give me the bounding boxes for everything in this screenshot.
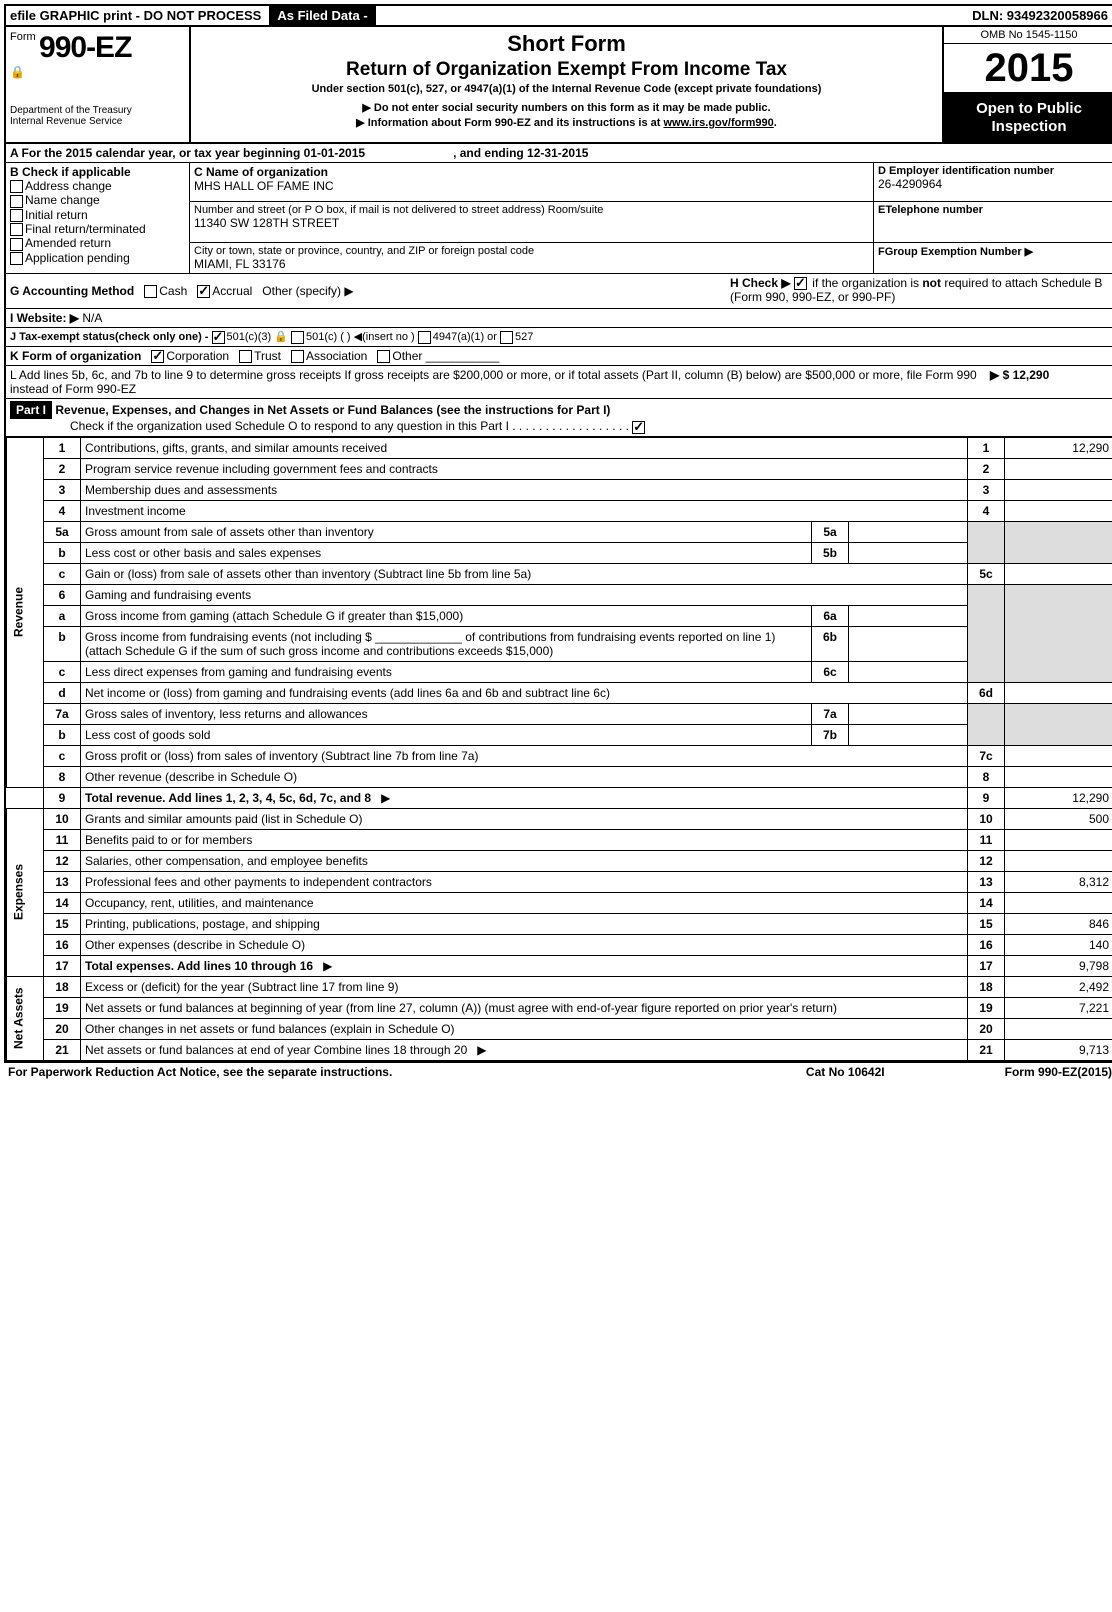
line-l: L Add lines 5b, 6c, and 7b to line 9 to … [6,366,1112,399]
d-label: D Employer identification number [878,165,1110,177]
line-j: J Tax-exempt status(check only one) - 50… [6,328,1112,347]
cb-corp[interactable] [151,350,164,363]
g-label: G Accounting Method [10,284,134,298]
topbar-right: DLN: 93492320058966 [966,6,1112,25]
section-c: C Name of organization MHS HALL OF FAME … [190,163,873,273]
footer-mid: Cat No 10642I [806,1065,885,1079]
part1-check: Check if the organization used Schedule … [70,419,647,433]
form-container: efile GRAPHIC print - DO NOT PROCESS As … [4,4,1112,1063]
netassets-label: Net Assets [7,976,44,1060]
part1-badge: Part I [10,401,52,419]
cb-initial-return[interactable] [10,209,23,222]
cb-assoc[interactable] [291,350,304,363]
cb-name-change[interactable] [10,195,23,208]
warn1: ▶ Do not enter social security numbers o… [199,101,934,114]
expenses-label: Expenses [7,808,44,976]
main-title: Return of Organization Exempt From Incom… [199,59,934,81]
cb-other[interactable] [377,350,390,363]
line-gh: G Accounting Method Cash Accrual Other (… [6,274,1112,309]
dept-irs: Internal Revenue Service [10,116,185,127]
h-label: H Check ▶ [730,276,791,290]
open-public: Open to Public Inspection [944,94,1112,142]
c-street-label: Number and street (or P O box, if mail i… [194,204,869,216]
short-form-label: Short Form [199,31,934,57]
c-city: MIAMI, FL 33176 [194,257,869,271]
subtitle: Under section 501(c), 527, or 4947(a)(1)… [199,83,934,95]
footer-right: Form 990-EZ(2015) [1005,1065,1112,1079]
form-prefix: Form [10,31,36,43]
main-table: Revenue 1Contributions, gifts, grants, a… [6,437,1112,1061]
cb-cash[interactable] [144,285,157,298]
footer-left: For Paperwork Reduction Act Notice, see … [8,1065,392,1079]
cb-501c[interactable] [291,331,304,344]
header: Form 990-EZ 🔒 Department of the Treasury… [6,27,1112,144]
c-label: C Name of organization [194,165,869,179]
cb-part1-scho[interactable] [632,421,645,434]
c-street: 11340 SW 128TH STREET [194,216,869,230]
section-b: B Check if applicable Address change Nam… [6,163,190,273]
header-form-col: Form 990-EZ 🔒 Department of the Treasury… [6,27,191,142]
line-a-text: A For the 2015 calendar year, or tax yea… [6,144,369,162]
b-label: B Check if applicable [10,165,185,179]
cb-h[interactable] [794,277,807,290]
line-a: A For the 2015 calendar year, or tax yea… [6,144,1112,163]
topbar-mid: As Filed Data - [269,6,375,25]
line-a-ending: , and ending 12-31-2015 [449,144,592,162]
dept-treasury: Department of the Treasury [10,105,185,116]
lock-icon: 🔒 [10,65,185,79]
header-year-col: OMB No 1545-1150 2015 Open to Public Ins… [942,27,1112,142]
section-def: D Employer identification number 26-4290… [873,163,1112,273]
cb-4947[interactable] [418,331,431,344]
footer: For Paperwork Reduction Act Notice, see … [4,1063,1112,1081]
form-number: 990-EZ [39,31,131,64]
line-i: I Website: ▶ N/A [6,309,1112,328]
revenue-label: Revenue [7,437,44,787]
c-name: MHS HALL OF FAME INC [194,179,869,193]
header-title-col: Short Form Return of Organization Exempt… [191,27,942,142]
cb-address-change[interactable] [10,180,23,193]
tax-year: 2015 [944,44,1112,94]
f-label: FGroup Exemption Number ▶ [874,243,1112,260]
part1-header-row: Part I Revenue, Expenses, and Changes in… [6,399,1112,436]
line-k: K Form of organization Corporation Trust… [6,347,1112,366]
topbar-left: efile GRAPHIC print - DO NOT PROCESS [6,6,265,25]
part1-title: Revenue, Expenses, and Changes in Net As… [55,403,610,417]
d-val: 26-4290964 [878,177,1110,191]
cb-trust[interactable] [239,350,252,363]
omb: OMB No 1545-1150 [944,27,1112,44]
cb-final-return[interactable] [10,223,23,236]
cb-accrual[interactable] [197,285,210,298]
cb-pending[interactable] [10,252,23,265]
e-label: ETelephone number [874,202,1112,243]
bcdef-block: B Check if applicable Address change Nam… [6,163,1112,274]
c-city-label: City or town, state or province, country… [194,245,869,257]
cb-amended[interactable] [10,238,23,251]
cb-527[interactable] [500,331,513,344]
topbar: efile GRAPHIC print - DO NOT PROCESS As … [6,6,1112,27]
warn2: ▶ Information about Form 990-EZ and its … [199,116,934,129]
cb-501c3[interactable] [212,331,225,344]
